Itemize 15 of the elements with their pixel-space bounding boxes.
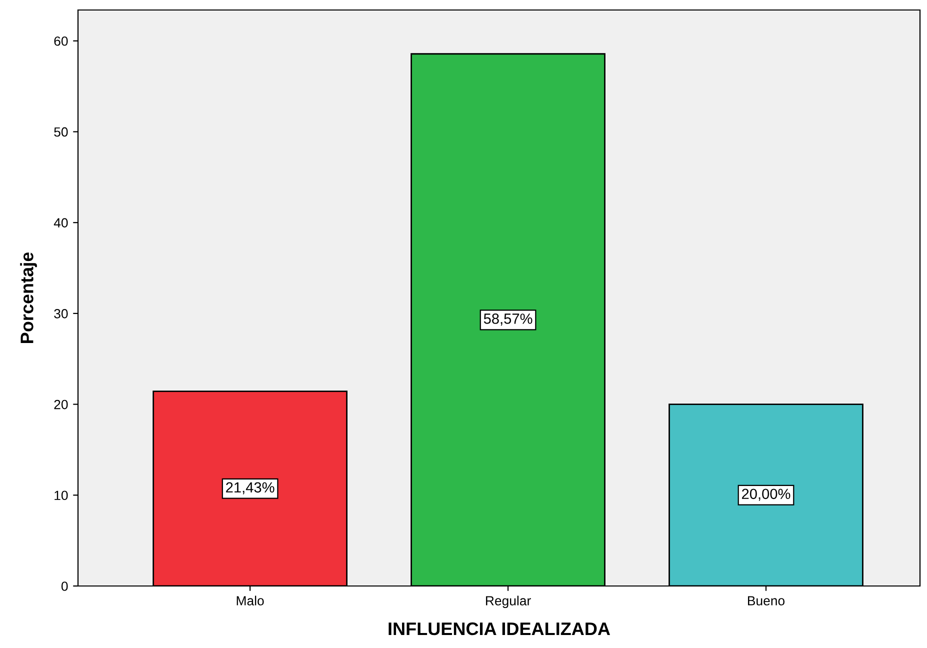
y-tick-label: 0 bbox=[61, 582, 68, 591]
y-tick-label: 20 bbox=[54, 400, 68, 410]
x-tick-label: Regular bbox=[486, 596, 531, 608]
data-label: 20,00% bbox=[742, 488, 790, 501]
y-tick-label: 30 bbox=[54, 309, 68, 318]
data-label: 58,57% bbox=[484, 314, 532, 326]
y-tick-label: 60 bbox=[54, 36, 68, 46]
data-label: 21,43% bbox=[226, 482, 274, 494]
x-axis-title: INFLUENCIA IDEALIZADA bbox=[388, 622, 610, 636]
y-tick-label: 10 bbox=[54, 490, 68, 500]
y-tick-label: 50 bbox=[54, 127, 68, 137]
y-tick-label: 40 bbox=[54, 218, 68, 228]
y-axis-title: Porcentaje bbox=[20, 252, 37, 343]
x-tick-label: Malo bbox=[236, 596, 264, 606]
x-tick-label: Bueno bbox=[748, 596, 785, 606]
